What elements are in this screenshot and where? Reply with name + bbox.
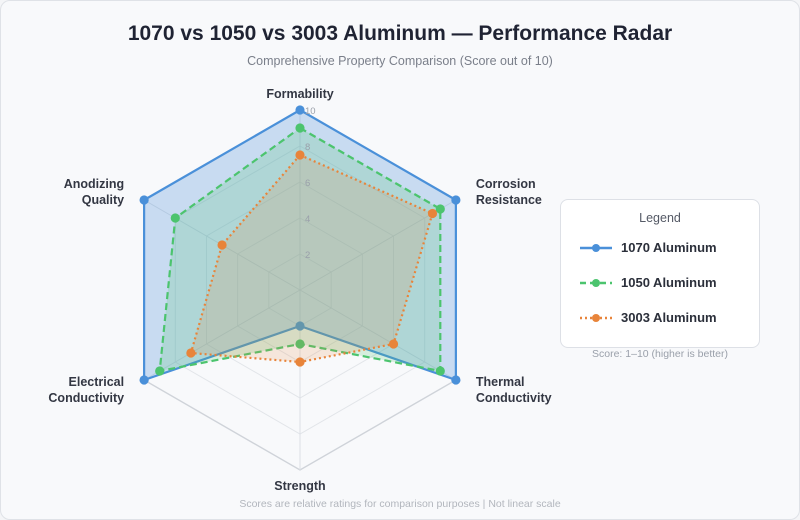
legend-title: Legend <box>639 211 681 225</box>
legend-item-3003[interactable]: 3003 Aluminum <box>579 308 754 328</box>
tick-label-10: 10 <box>305 106 316 117</box>
series-0-point-3[interactable] <box>295 321 305 331</box>
grid-spoke-2 <box>299 289 457 381</box>
series-1 <box>155 123 445 376</box>
series-0-point-5[interactable] <box>139 195 149 205</box>
axis-label-1: Corrosion Resistance <box>476 177 542 207</box>
tick-label-6: 6 <box>305 178 310 189</box>
footnote: Scores are relative ratings for comparis… <box>239 498 561 510</box>
legend: Legend 1070 Aluminum 1050 Aluminum 3003 … <box>560 199 760 348</box>
series-2 <box>186 150 438 367</box>
axis-label-5: Anodizing Quality <box>64 177 124 207</box>
axis-label-3: Strength <box>274 479 325 493</box>
series-2-point-1[interactable] <box>427 208 438 219</box>
grid-spoke-4 <box>143 289 301 381</box>
tick-label-2: 2 <box>305 250 310 261</box>
axis-label-0: Formability <box>266 87 333 101</box>
score-note: Score: 1–10 (higher is better) <box>592 348 728 360</box>
series-1-point-0[interactable] <box>295 123 305 133</box>
series-1-point-1[interactable] <box>435 204 445 214</box>
chart-subtitle: Comprehensive Property Comparison (Score… <box>247 54 553 68</box>
series-2-point-0[interactable] <box>295 150 305 160</box>
radar-ticks: 2 4 6 8 10 <box>305 106 316 261</box>
axis-label-2: Thermal Conductivity <box>476 375 552 405</box>
chart-title: 1070 vs 1050 vs 3003 Aluminum — Performa… <box>127 22 673 45</box>
legend-swatch-1050 <box>580 279 612 287</box>
tick-label-8: 8 <box>305 142 310 153</box>
axis-label-4: Electrical Conductivity <box>48 375 124 405</box>
radar-axis-labels: Formability Corrosion Resistance Thermal Con… <box>48 87 551 493</box>
series-2-point-2[interactable] <box>388 339 399 349</box>
legend-item-1050[interactable]: 1050 Aluminum <box>579 273 754 293</box>
series-0-point-4[interactable] <box>139 375 149 385</box>
legend-swatch-3003 <box>580 314 612 322</box>
legend-item-1070[interactable]: 1070 Aluminum <box>579 238 754 258</box>
series-2-point-5[interactable] <box>217 240 227 250</box>
radar-series <box>139 105 461 385</box>
series-1-point-2[interactable] <box>435 366 445 376</box>
series-0-point-2[interactable] <box>451 375 461 385</box>
series-1-point-4[interactable] <box>155 366 165 376</box>
series-0 <box>139 105 461 385</box>
legend-label-1070: 1070 Aluminum <box>621 240 717 255</box>
series-1-point-5[interactable] <box>170 213 180 223</box>
series-0-point-0[interactable] <box>295 105 305 115</box>
series-1-point-3[interactable] <box>295 339 305 349</box>
legend-swatch-1070 <box>580 244 612 252</box>
series-0-point-1[interactable] <box>451 195 461 205</box>
legend-label-3003: 3003 Aluminum <box>621 310 717 325</box>
series-2-point-4[interactable] <box>186 348 196 358</box>
series-2-point-3[interactable] <box>295 357 305 367</box>
legend-label-1050: 1050 Aluminum <box>621 275 717 290</box>
tick-label-4: 4 <box>305 214 310 225</box>
